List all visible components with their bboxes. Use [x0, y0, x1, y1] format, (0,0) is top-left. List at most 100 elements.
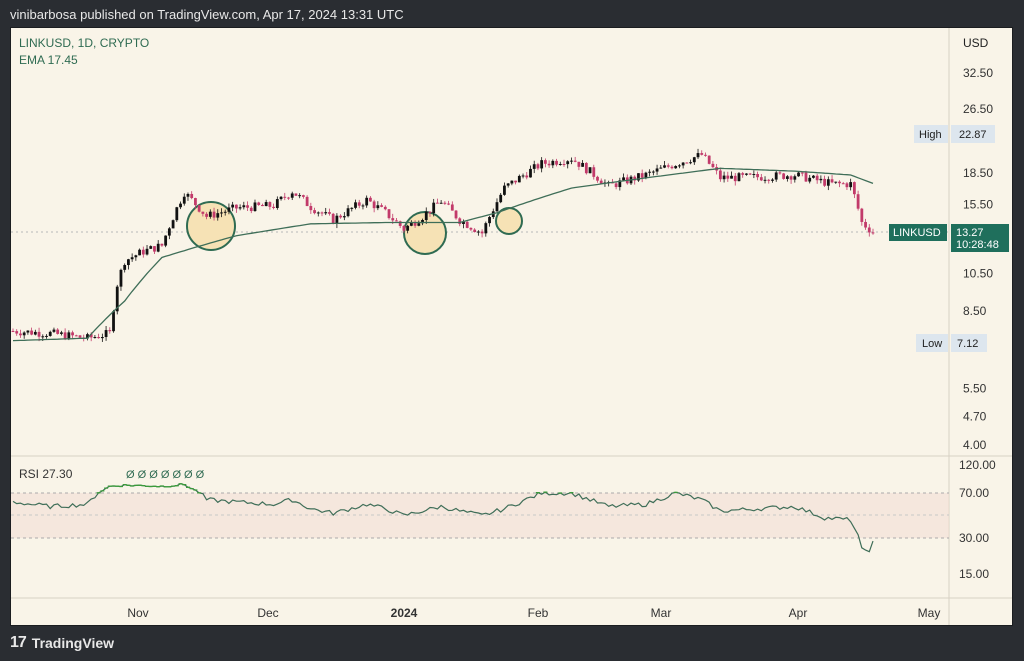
candle-body	[71, 332, 74, 336]
candle-body	[328, 212, 331, 214]
candle-body	[309, 206, 313, 211]
candle-body	[11, 331, 15, 333]
candle-body	[674, 166, 678, 169]
candle-body	[238, 207, 242, 209]
candle-body	[208, 211, 212, 217]
candle-body	[104, 330, 108, 338]
candle-body	[357, 202, 361, 206]
candle-body	[409, 222, 413, 226]
candle-body	[26, 330, 30, 333]
rsi-tick-label: 30.00	[959, 531, 989, 545]
candle-body	[301, 195, 305, 197]
candle-body	[555, 160, 558, 165]
candle-body	[227, 207, 231, 212]
candle-body	[841, 183, 845, 185]
candle-body	[134, 255, 138, 258]
candle-body	[499, 194, 503, 203]
candle-body	[369, 197, 372, 202]
rsi-tick-label: 15.00	[959, 567, 989, 581]
candle-body	[339, 215, 343, 218]
high-value: 22.87	[959, 129, 987, 141]
chart-panel[interactable]: LINKUSD, 1D, CRYPTO EMA 17.45 RSI 27.30 …	[10, 27, 1013, 626]
candle-body	[220, 212, 223, 214]
candle-body	[186, 193, 190, 197]
candle-body	[793, 176, 797, 180]
candle-body	[376, 205, 380, 209]
candle-body	[849, 182, 853, 188]
high-label: High	[919, 129, 942, 141]
candle-body	[618, 180, 622, 188]
candle-body	[573, 160, 577, 162]
symbol-legend: LINKUSD, 1D, CRYPTO	[19, 36, 149, 50]
candle-body	[867, 227, 871, 233]
candle-body	[681, 162, 685, 166]
candle-body	[685, 162, 689, 164]
candle-body	[86, 334, 89, 339]
candle-body	[108, 330, 112, 332]
candle-body	[197, 205, 201, 212]
candle-body	[432, 202, 436, 214]
candle-body	[33, 331, 37, 335]
candle-body	[15, 331, 19, 334]
candle-body	[395, 220, 398, 222]
currency-label: USD	[963, 36, 989, 50]
candle-body	[834, 181, 838, 183]
candle-body	[648, 171, 652, 173]
candle-body	[130, 257, 134, 260]
candle-body	[305, 196, 309, 207]
candle-body	[614, 183, 618, 188]
candle-body	[488, 217, 491, 224]
brand-name: TradingView	[31, 635, 115, 651]
candle-body	[115, 286, 119, 312]
candle-body	[331, 213, 335, 224]
candle-body	[231, 204, 235, 208]
candle-body	[826, 179, 830, 186]
price-tick-label: 5.50	[963, 381, 987, 395]
tradingview-footer: 17 TradingView	[10, 634, 114, 652]
candle-body	[722, 175, 726, 180]
candle-body	[532, 164, 536, 169]
candle-body	[529, 168, 532, 178]
candle-body	[294, 193, 298, 196]
low-label: Low	[922, 338, 942, 350]
candle-body	[216, 213, 220, 218]
candle-body	[514, 180, 517, 183]
candle-body	[767, 179, 771, 181]
candle-body	[577, 161, 581, 167]
ema-line	[12, 167, 874, 342]
candle-body	[547, 163, 551, 166]
candle-body	[592, 167, 596, 177]
rsi-tick-label: 70.00	[959, 486, 989, 500]
candle-body	[495, 202, 499, 212]
price-pane[interactable]	[11, 28, 949, 456]
candle-body	[194, 198, 197, 206]
candle-body	[59, 332, 63, 334]
rsi-legend: RSI 27.30	[19, 467, 73, 481]
candle-body	[175, 207, 179, 221]
candle-body	[234, 204, 238, 209]
candle-body	[570, 160, 573, 162]
candle-body	[253, 202, 257, 212]
candle-body	[346, 208, 350, 217]
candle-body	[313, 210, 316, 214]
candle-body	[540, 160, 544, 169]
candle-body	[164, 235, 168, 246]
candle-body	[97, 337, 101, 339]
candle-body	[391, 218, 395, 221]
candle-body	[800, 172, 804, 174]
candle-body	[718, 170, 722, 180]
candle-body	[748, 173, 752, 175]
candle-body	[443, 202, 447, 204]
candle-body	[52, 329, 56, 332]
candle-body	[156, 243, 160, 252]
candle-body	[823, 178, 827, 186]
chart-canvas[interactable]: LINKUSD, 1D, CRYPTO EMA 17.45 RSI 27.30 …	[11, 28, 1013, 626]
candle-body	[428, 211, 432, 214]
candle-body	[424, 211, 428, 221]
time-tick-label: Nov	[127, 606, 148, 620]
candle-body	[402, 225, 406, 231]
candle-body	[782, 173, 786, 179]
candle-body	[521, 175, 525, 177]
candle-body	[730, 175, 733, 179]
candle-body	[182, 196, 186, 204]
